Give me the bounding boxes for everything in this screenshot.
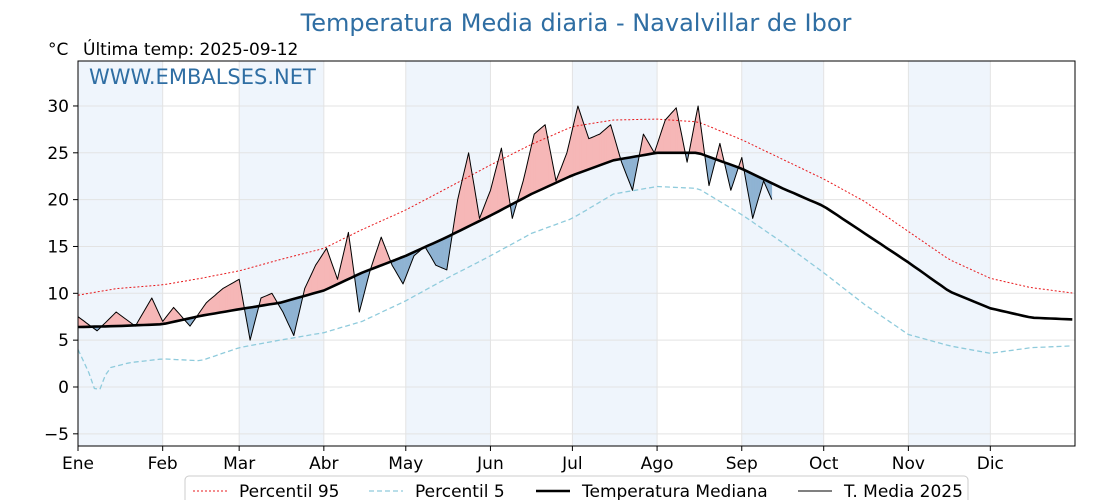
series-t-media-2025 [77, 105, 773, 341]
warm-anomaly-fill [236, 278, 240, 311]
x-tick-label: Ene [62, 454, 94, 474]
legend-box [184, 475, 969, 500]
y-tick-label: 20 [47, 191, 69, 211]
plot-frame [77, 60, 1076, 447]
series-percentil-95 [77, 118, 1073, 296]
x-tick-label: Mar [223, 454, 255, 474]
warm-anomaly-fill [219, 287, 224, 313]
y-tick-label: −5 [44, 425, 69, 445]
x-tick-label: Jul [561, 454, 583, 474]
legend-label: Percentil 95 [239, 482, 339, 500]
month-band [239, 61, 324, 446]
warm-anomaly-fill [225, 284, 229, 312]
series-temperatura-mediana [77, 151, 1073, 329]
watermark: WWW.EMBALSES.NET [89, 65, 316, 89]
x-tick-label: Ago [641, 454, 674, 474]
series-lines [77, 105, 1073, 390]
y-tick-label: 10 [47, 284, 69, 304]
legend-label: T. Media 2025 [843, 482, 963, 500]
x-tick-label: Jun [476, 454, 504, 474]
x-axis: Ene Feb Mar Abr May Jun Jul Ago Sep Oct Nov Dic [62, 446, 1004, 474]
y-tick-label: 0 [58, 378, 69, 398]
y-tick-label: 5 [58, 331, 69, 351]
warm-anomaly-fill [222, 286, 226, 313]
month-band [908, 61, 991, 446]
month-band [741, 61, 824, 446]
legend-label: Temperatura Mediana [581, 482, 768, 500]
x-tick-label: May [388, 454, 423, 474]
warm-anomaly-fill [214, 292, 218, 314]
month-bands [78, 61, 991, 446]
warm-anomaly-fill [217, 290, 221, 314]
last-temp-label: Última temp: 2025-09-12 [83, 38, 298, 60]
y-axis: −5 0 5 10 15 20 25 30 [44, 97, 78, 445]
warm-anomaly-fill [211, 295, 215, 315]
month-band [572, 61, 658, 446]
x-tick-label: Oct [809, 454, 839, 474]
y-tick-label: 15 [47, 237, 69, 257]
x-tick-label: Feb [148, 454, 178, 474]
chart-title: Temperatura Media diaria - Navalvillar d… [300, 9, 852, 37]
x-tick-label: Dic [977, 454, 1004, 474]
series-percentil-5 [77, 185, 1073, 390]
x-tick-label: Sep [726, 454, 758, 474]
x-tick-label: Abr [309, 454, 338, 474]
month-band [78, 61, 163, 446]
legend: Percentil 95 Percentil 5 Temperatura Media… [184, 475, 969, 500]
warm-anomaly-fill [230, 281, 234, 311]
x-tick-label: Nov [892, 454, 925, 474]
unit-label: °C [48, 40, 68, 60]
y-tick-label: 25 [47, 144, 69, 164]
warm-anomaly-fill [233, 280, 237, 311]
y-tick-label: 30 [47, 97, 69, 117]
legend-label: Percentil 5 [415, 482, 505, 500]
warm-anomaly-fill [227, 283, 232, 312]
